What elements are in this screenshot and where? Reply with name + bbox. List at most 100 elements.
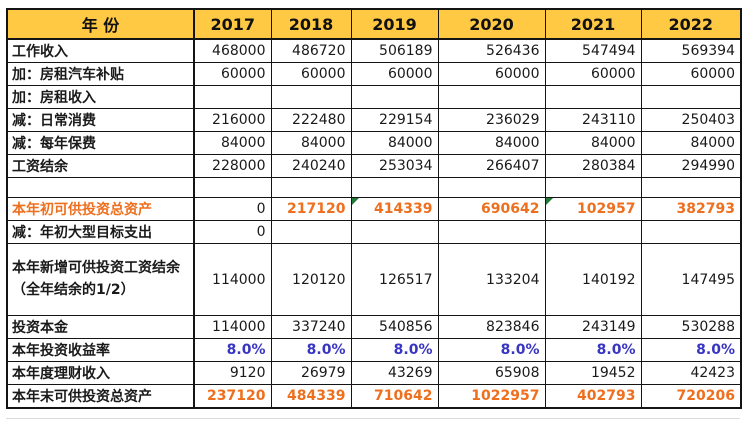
cell[interactable] <box>270 85 352 109</box>
cell[interactable]: 8.0% <box>350 338 439 362</box>
cell[interactable]: 217120 <box>270 197 352 221</box>
cell[interactable]: 84000 <box>544 131 642 155</box>
cell[interactable]: 0 <box>193 197 272 221</box>
row-label-cell[interactable]: 减：日常消费 <box>6 108 195 132</box>
cell[interactable]: 222480 <box>270 108 352 132</box>
cell[interactable]: 337240 <box>270 315 352 339</box>
cell[interactable]: 147495 <box>640 243 742 316</box>
cell[interactable] <box>640 177 742 198</box>
cell[interactable]: 60000 <box>437 62 546 86</box>
cell[interactable]: 8.0% <box>193 338 272 362</box>
cell[interactable]: 526436 <box>437 38 546 63</box>
cell[interactable]: 720206 <box>640 384 742 409</box>
cell[interactable]: 229154 <box>350 108 439 132</box>
row-label-cell[interactable]: 工资结余 <box>6 154 195 178</box>
cell[interactable]: 0 <box>193 220 272 244</box>
cell[interactable]: 216000 <box>193 108 272 132</box>
cell[interactable]: 140192 <box>544 243 642 316</box>
cell[interactable]: 126517 <box>350 243 439 316</box>
cell[interactable]: 42423 <box>640 361 742 385</box>
cell[interactable]: 690642 <box>437 197 546 221</box>
cell[interactable] <box>640 220 742 244</box>
cell[interactable]: 294990 <box>640 154 742 178</box>
cell[interactable] <box>350 220 439 244</box>
cell[interactable]: 382793 <box>640 197 742 221</box>
cell[interactable]: 102957 <box>544 197 642 221</box>
cell[interactable] <box>193 85 272 109</box>
cell[interactable]: 60000 <box>270 62 352 86</box>
cell[interactable]: 243149 <box>544 315 642 339</box>
cell[interactable]: 402793 <box>544 384 642 409</box>
cell[interactable]: 60000 <box>193 62 272 86</box>
cell[interactable] <box>350 177 439 198</box>
header-cell-2019[interactable]: 2019 <box>350 8 439 40</box>
cell[interactable]: 228000 <box>193 154 272 178</box>
cell[interactable]: 530288 <box>640 315 742 339</box>
cell[interactable]: 266407 <box>437 154 546 178</box>
cell[interactable]: 8.0% <box>544 338 642 362</box>
cell[interactable] <box>437 220 546 244</box>
row-label-cell[interactable]: 减：年初大型目标支出 <box>6 220 195 244</box>
cell[interactable]: 237120 <box>193 384 272 409</box>
cell[interactable]: 84000 <box>350 131 439 155</box>
cell[interactable]: 280384 <box>544 154 642 178</box>
cell[interactable]: 9120 <box>193 361 272 385</box>
cell[interactable]: 710642 <box>350 384 439 409</box>
cell[interactable]: 60000 <box>544 62 642 86</box>
cell[interactable]: 84000 <box>270 131 352 155</box>
row-label-cell[interactable]: 减：每年保费 <box>6 131 195 155</box>
cell[interactable] <box>437 177 546 198</box>
row-label-cell[interactable]: 本年投资收益率 <box>6 338 195 362</box>
row-label-cell[interactable]: 本年初可供投资总资产 <box>6 197 195 221</box>
cell[interactable]: 414339 <box>350 197 439 221</box>
cell[interactable] <box>437 85 546 109</box>
cell[interactable]: 484339 <box>270 384 352 409</box>
cell[interactable]: 250403 <box>640 108 742 132</box>
cell[interactable] <box>350 85 439 109</box>
header-cell-2020[interactable]: 2020 <box>437 8 546 40</box>
header-cell-2018[interactable]: 2018 <box>270 8 352 40</box>
cell[interactable] <box>193 177 272 198</box>
cell[interactable]: 547494 <box>544 38 642 63</box>
cell[interactable]: 240240 <box>270 154 352 178</box>
cell[interactable]: 65908 <box>437 361 546 385</box>
cell[interactable]: 84000 <box>193 131 272 155</box>
cell[interactable]: 8.0% <box>640 338 742 362</box>
cell[interactable]: 8.0% <box>270 338 352 362</box>
row-label-cell[interactable]: 本年末可供投资总资产 <box>6 384 195 409</box>
cell[interactable]: 133204 <box>437 243 546 316</box>
cell[interactable] <box>270 177 352 198</box>
cell[interactable]: 486720 <box>270 38 352 63</box>
cell[interactable]: 540856 <box>350 315 439 339</box>
row-label-cell[interactable]: 投资本金 <box>6 315 195 339</box>
cell[interactable]: 120120 <box>270 243 352 316</box>
cell[interactable]: 19452 <box>544 361 642 385</box>
cell[interactable]: 243110 <box>544 108 642 132</box>
cell[interactable]: 84000 <box>437 131 546 155</box>
cell[interactable]: 8.0% <box>437 338 546 362</box>
cell[interactable]: 468000 <box>193 38 272 63</box>
row-label-cell[interactable]: 本年度理财收入 <box>6 361 195 385</box>
cell[interactable]: 1022957 <box>437 384 546 409</box>
cell[interactable]: 114000 <box>193 315 272 339</box>
cell[interactable] <box>544 85 642 109</box>
row-label-cell[interactable]: 本年新增可供投资工资结余 （全年结余的1/2） <box>6 243 195 316</box>
row-label-cell[interactable]: 工作收入 <box>6 38 195 63</box>
cell[interactable]: 43269 <box>350 361 439 385</box>
cell[interactable]: 253034 <box>350 154 439 178</box>
cell[interactable]: 823846 <box>437 315 546 339</box>
cell[interactable]: 114000 <box>193 243 272 316</box>
row-label-cell[interactable]: 加：房租收入 <box>6 85 195 109</box>
cell[interactable] <box>544 220 642 244</box>
row-label-cell[interactable]: 加：房租汽车补贴 <box>6 62 195 86</box>
cell[interactable] <box>270 220 352 244</box>
cell[interactable]: 236029 <box>437 108 546 132</box>
cell[interactable]: 84000 <box>640 131 742 155</box>
header-cell-2022[interactable]: 2022 <box>640 8 742 40</box>
header-cell-year-label[interactable]: 年 份 <box>6 8 195 40</box>
cell[interactable]: 60000 <box>350 62 439 86</box>
cell[interactable]: 506189 <box>350 38 439 63</box>
cell[interactable]: 26979 <box>270 361 352 385</box>
cell[interactable]: 569394 <box>640 38 742 63</box>
header-cell-2021[interactable]: 2021 <box>544 8 642 40</box>
